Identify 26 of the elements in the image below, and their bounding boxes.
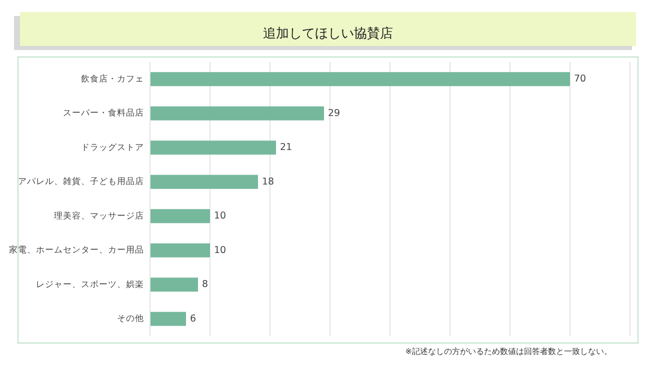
text: ※記述なしの方がいるため数値は回答者数と一致しない。 — [405, 347, 612, 356]
bar — [150, 243, 210, 258]
bar — [150, 312, 186, 326]
bar — [150, 140, 276, 155]
bar — [150, 72, 570, 86]
y-tick-label: 飲食店・カフェ — [81, 73, 144, 84]
y-tick-label: その他 — [117, 313, 144, 324]
y-tick-label: 理美容、マッサージ店 — [54, 210, 144, 222]
y-tick-label: ドラッグストア — [81, 142, 144, 153]
y-tick-label: アパレル、雑貨、子ども用品店 — [18, 176, 144, 188]
data-label: 70 — [574, 74, 586, 85]
bar — [150, 278, 198, 292]
data-label: 21 — [280, 142, 292, 154]
data-label: 8 — [202, 279, 208, 290]
bar — [150, 209, 210, 224]
data-label: 29 — [328, 108, 340, 119]
data-label: 10 — [214, 244, 226, 256]
y-tick-label: 家電、ホームセンター、カー用品 — [9, 244, 144, 256]
data-label: 18 — [262, 176, 274, 188]
data-label: 6 — [190, 313, 196, 324]
data-label: 10 — [214, 210, 226, 222]
bar — [150, 106, 324, 120]
y-tick-label: スーパー・食料品店 — [63, 108, 144, 119]
y-tick-label: レジャー、スポーツ、娯楽 — [36, 278, 144, 290]
bar — [150, 174, 258, 189]
chart-title: 追加してほしい協賛店 — [263, 26, 393, 42]
